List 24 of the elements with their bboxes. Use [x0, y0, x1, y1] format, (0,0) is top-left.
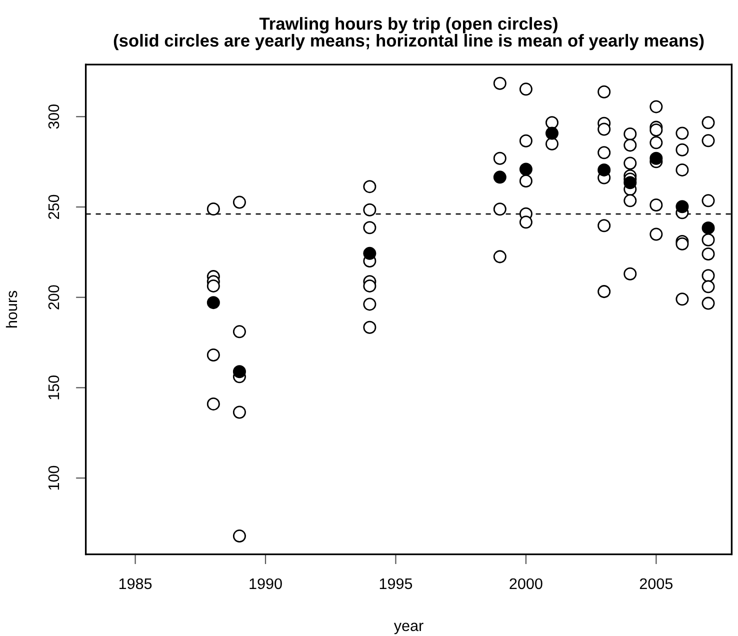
y-axis-title: hours: [6, 290, 18, 328]
x-tick-label: 2005: [640, 578, 673, 590]
x-axis-title: year: [394, 622, 424, 634]
point: [232, 365, 246, 378]
x-tick-label: 1985: [119, 578, 152, 590]
y-tick-label: 200: [48, 285, 60, 310]
point: [519, 162, 532, 176]
y-tick-label: 250: [48, 194, 60, 219]
y-tick-label: 100: [48, 466, 60, 490]
y-tick-label: 300: [48, 104, 60, 129]
point: [676, 200, 689, 214]
point: [650, 152, 663, 165]
point: [206, 296, 220, 310]
point: [545, 126, 558, 140]
point: [598, 163, 611, 176]
chart-title: Trawling hours by trip (open circles) (solid circles are yearly means; horizontal line is mean of yearly means): [114, 17, 704, 50]
y-tick-label: 150: [48, 376, 60, 400]
x-tick-label: 1990: [250, 578, 282, 590]
point: [493, 170, 506, 184]
point: [624, 176, 637, 190]
x-tick-label: 2000: [510, 578, 542, 590]
point: [363, 246, 376, 260]
x-tick-label: 1995: [380, 578, 412, 590]
point: [702, 221, 715, 234]
